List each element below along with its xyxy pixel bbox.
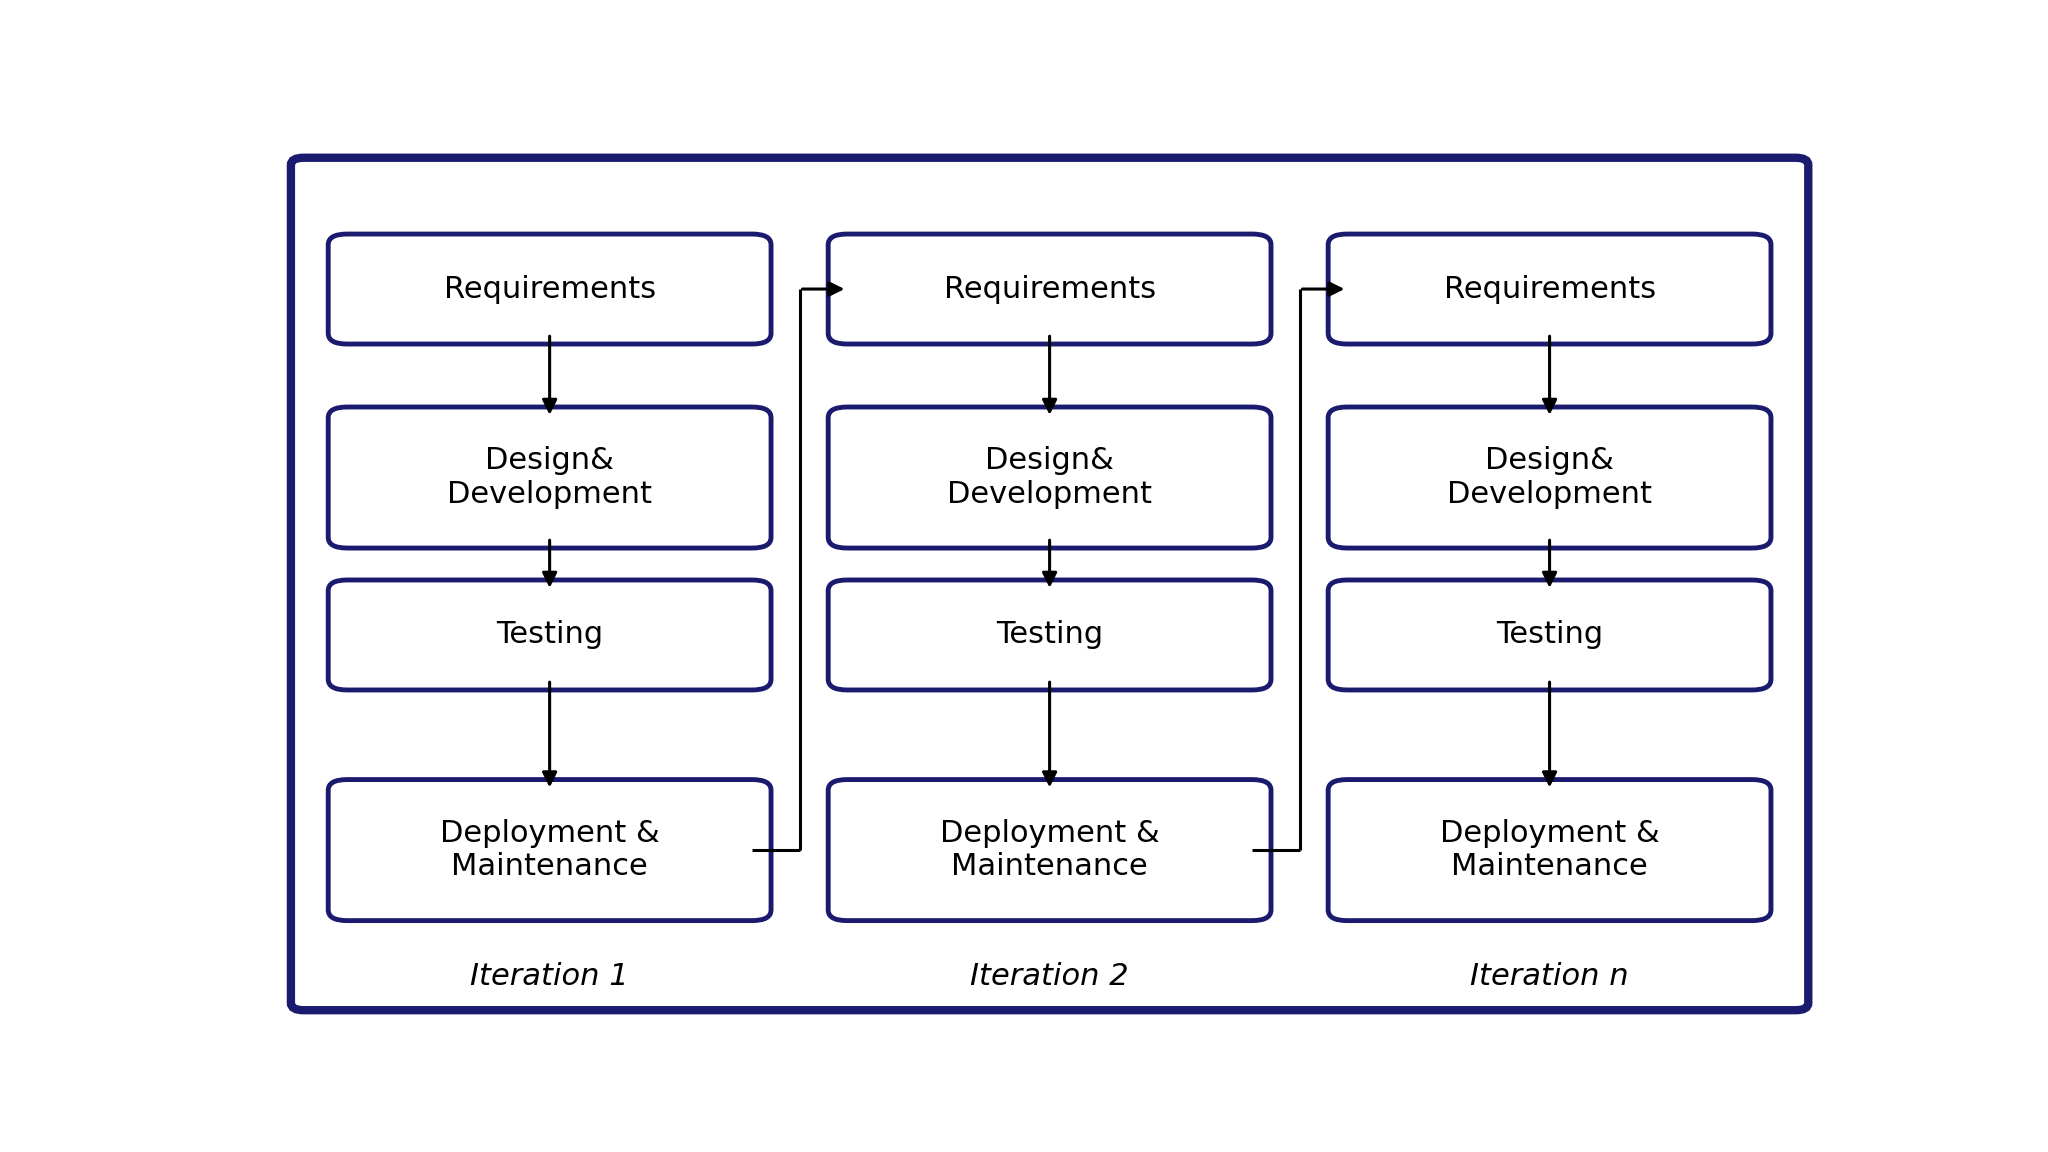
Text: Requirements: Requirements (1444, 274, 1655, 303)
FancyBboxPatch shape (328, 780, 770, 920)
FancyBboxPatch shape (1329, 579, 1772, 690)
Text: Requirements: Requirements (444, 274, 655, 303)
Text: Design&
Development: Design& Development (1448, 446, 1653, 509)
Text: Design&
Development: Design& Development (446, 446, 651, 509)
FancyBboxPatch shape (1329, 407, 1772, 548)
Text: Iteration 1: Iteration 1 (471, 962, 629, 991)
Text: Deployment &
Maintenance: Deployment & Maintenance (440, 819, 659, 881)
FancyBboxPatch shape (328, 234, 770, 344)
Text: Testing: Testing (995, 621, 1104, 650)
Text: Design&
Development: Design& Development (946, 446, 1153, 509)
Text: Iteration n: Iteration n (1470, 962, 1628, 991)
FancyBboxPatch shape (827, 780, 1272, 920)
Text: Testing: Testing (1495, 621, 1604, 650)
FancyBboxPatch shape (827, 579, 1272, 690)
FancyBboxPatch shape (1329, 780, 1772, 920)
Text: Iteration 2: Iteration 2 (971, 962, 1128, 991)
FancyBboxPatch shape (328, 407, 770, 548)
FancyBboxPatch shape (291, 158, 1808, 1010)
Text: Deployment &
Maintenance: Deployment & Maintenance (940, 819, 1159, 881)
Text: Requirements: Requirements (944, 274, 1155, 303)
FancyBboxPatch shape (827, 407, 1272, 548)
FancyBboxPatch shape (328, 579, 770, 690)
FancyBboxPatch shape (827, 234, 1272, 344)
FancyBboxPatch shape (1329, 234, 1772, 344)
Text: Testing: Testing (496, 621, 604, 650)
Text: Deployment &
Maintenance: Deployment & Maintenance (1440, 819, 1659, 881)
